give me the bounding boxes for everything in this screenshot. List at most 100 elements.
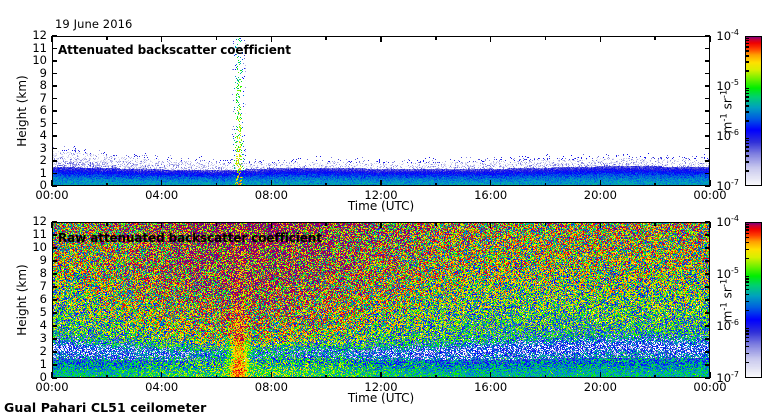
y-tick-left: [52, 351, 57, 353]
y-tick-left: [52, 172, 57, 175]
x-tick-minor: [106, 374, 108, 378]
panel-raw-backscatter[interactable]: Raw attenuated backscatter coefficient: [52, 222, 710, 378]
y-tick-right: [705, 273, 710, 275]
y-tick-right: [705, 47, 710, 50]
panel-title-attenuated: Attenuated backscatter coefficient: [58, 43, 291, 57]
x-tick-minor: [435, 374, 437, 378]
y-tick-label: 9: [39, 253, 47, 267]
y-tick-right: [705, 160, 710, 162]
x-tick-major: [270, 222, 273, 228]
colorbar-minor-tick: [745, 87, 749, 89]
x-tick-minor: [325, 36, 327, 40]
x-tick-major: [599, 180, 602, 186]
y-tick-label: 5: [39, 305, 47, 319]
x-tick-major: [160, 222, 163, 228]
y-tick-left: [52, 338, 57, 340]
colorbar-minor-tick: [745, 161, 749, 163]
colorbar-minor-tick: [745, 50, 749, 52]
colorbar-tick-label: 10-6: [716, 318, 739, 333]
colorbar-minor-tick: [745, 330, 749, 332]
x-tick-minor: [435, 222, 437, 226]
y-tick-right: [705, 286, 710, 288]
panel-frame-attenuated: [52, 36, 710, 186]
x-tick-minor: [654, 182, 656, 186]
colorbar-minor-tick: [745, 43, 749, 45]
colorbar-tick-label: 10-5: [716, 266, 739, 281]
x-tick-label: 16:00: [474, 380, 508, 394]
colorbar-minor-tick: [745, 281, 749, 283]
x-tick-minor: [325, 182, 327, 186]
x-axis-title-bottom: Time (UTC): [347, 391, 415, 405]
y-tick-left: [52, 185, 57, 187]
y-tick-right: [705, 122, 710, 125]
colorbar-tick-label: 10-5: [716, 78, 739, 93]
footer-caption: Gual Pahari CL51 ceilometer: [4, 400, 207, 415]
y-tick-right: [705, 247, 710, 249]
colorbar-bottom[interactable]: [745, 222, 762, 378]
colorbar-minor-tick: [745, 284, 749, 287]
colorbar-minor-tick: [745, 100, 749, 102]
x-tick-major: [489, 180, 492, 186]
y-tick-label: 3: [39, 140, 47, 155]
x-tick-major: [270, 36, 273, 42]
colorbar-minor-tick: [745, 111, 749, 113]
colorbar-minor-tick: [745, 257, 749, 259]
y-tick-right: [705, 221, 710, 223]
y-tick-label: 0: [39, 178, 47, 192]
y-tick-left: [52, 135, 57, 137]
colorbar-minor-tick: [745, 278, 749, 280]
y-tick-label: 0: [39, 370, 47, 384]
y-tick-left: [52, 377, 57, 379]
y-tick-right: [705, 312, 710, 314]
colorbar-minor-tick: [745, 229, 749, 231]
colorbar-tick-label: 10-7: [716, 178, 739, 193]
y-tick-right: [705, 135, 710, 137]
y-tick-right: [705, 338, 710, 340]
y-tick-right: [705, 147, 710, 150]
x-tick-major: [380, 180, 382, 186]
x-tick-label: 00:00: [693, 380, 727, 394]
x-tick-major: [489, 36, 492, 42]
x-tick-minor: [325, 222, 327, 226]
colorbar-minor-tick: [745, 55, 749, 57]
y-tick-left: [52, 221, 57, 223]
y-tick-right: [705, 72, 710, 75]
x-tick-minor: [544, 222, 547, 226]
colorbar-tick-label: 10-6: [716, 128, 739, 143]
colorbar-minor-tick: [745, 70, 749, 72]
y-tick-left: [52, 247, 57, 249]
colorbar-minor-tick: [745, 96, 749, 98]
colorbar-top[interactable]: [745, 36, 762, 186]
colorbar-minor-tick: [745, 300, 749, 302]
x-tick-major: [51, 36, 53, 42]
y-tick-label: 4: [39, 318, 47, 332]
colorbar-minor-tick: [745, 346, 749, 348]
colorbar-minor-tick: [745, 248, 749, 250]
colorbar-unit-top: m-1 sr-1: [719, 89, 735, 134]
y-tick-left: [52, 147, 57, 150]
x-tick-label: 04:00: [145, 188, 179, 202]
panel-title-raw: Raw attenuated backscatter coefficient: [58, 231, 322, 245]
y-tick-left: [52, 110, 57, 112]
x-tick-minor: [215, 36, 218, 40]
x-tick-minor: [215, 182, 218, 186]
panel-attenuated-backscatter[interactable]: Attenuated backscatter coefficient: [52, 36, 710, 186]
x-tick-major: [599, 36, 602, 42]
colorbar-minor-tick: [745, 294, 749, 296]
x-tick-major: [380, 222, 382, 228]
x-tick-major: [709, 180, 711, 186]
colorbar-unit-bottom: m-1 sr-1: [719, 278, 735, 323]
colorbar-minor-tick: [745, 352, 749, 354]
x-tick-major: [51, 222, 53, 228]
colorbar-minor-tick: [745, 333, 749, 335]
colorbar-gradient-top: [746, 37, 761, 185]
x-tick-major: [709, 36, 711, 42]
colorbar-minor-tick: [745, 150, 749, 152]
x-tick-minor: [654, 374, 656, 378]
y-tick-label: 7: [39, 279, 47, 293]
date-label: 19 June 2016: [55, 17, 133, 31]
colorbar-minor-tick: [745, 46, 749, 48]
x-tick-label: 08:00: [254, 380, 288, 394]
y-tick-label: 4: [39, 128, 47, 142]
